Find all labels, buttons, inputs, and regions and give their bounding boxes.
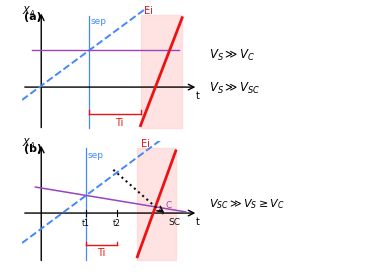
- Text: (a): (a): [23, 12, 41, 22]
- Text: Ti: Ti: [97, 248, 105, 258]
- Text: t: t: [196, 91, 200, 100]
- Text: t: t: [196, 217, 200, 227]
- Text: C: C: [165, 201, 171, 211]
- Text: Ei: Ei: [144, 6, 153, 16]
- Text: Ti: Ti: [116, 118, 124, 128]
- Text: t1: t1: [82, 219, 90, 228]
- Text: $V_S \gg V_C$: $V_S \gg V_C$: [209, 48, 255, 63]
- Text: $V_{SC} \gg V_S \geq V_C$: $V_{SC} \gg V_S \geq V_C$: [209, 197, 285, 211]
- Text: sep: sep: [91, 17, 107, 26]
- Text: $X_A$: $X_A$: [22, 136, 35, 150]
- Text: SC: SC: [168, 218, 180, 227]
- Text: $X_A$: $X_A$: [22, 4, 35, 18]
- Text: (b): (b): [23, 144, 42, 154]
- Text: Ei: Ei: [141, 139, 149, 149]
- Text: t2: t2: [113, 219, 120, 228]
- Text: sep: sep: [88, 151, 104, 160]
- Text: $V_S \gg V_{SC}$: $V_S \gg V_{SC}$: [209, 81, 261, 96]
